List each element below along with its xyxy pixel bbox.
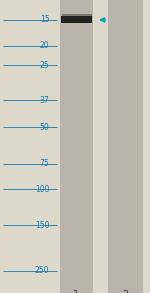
Text: 150: 150	[35, 221, 50, 230]
Text: 37: 37	[40, 96, 50, 105]
Text: 50: 50	[40, 123, 50, 132]
Bar	[61, 13, 92, 16]
Text: 100: 100	[35, 185, 50, 194]
Text: 2: 2	[122, 290, 128, 293]
Text: 1: 1	[74, 290, 80, 293]
Text: 20: 20	[40, 41, 50, 50]
Bar	[61, 16, 92, 23]
Text: 75: 75	[40, 159, 50, 168]
Text: 250: 250	[35, 266, 50, 275]
Bar	[60, 0, 93, 293]
Text: 15: 15	[40, 16, 50, 24]
Text: 25: 25	[40, 61, 50, 70]
Bar	[108, 0, 142, 293]
